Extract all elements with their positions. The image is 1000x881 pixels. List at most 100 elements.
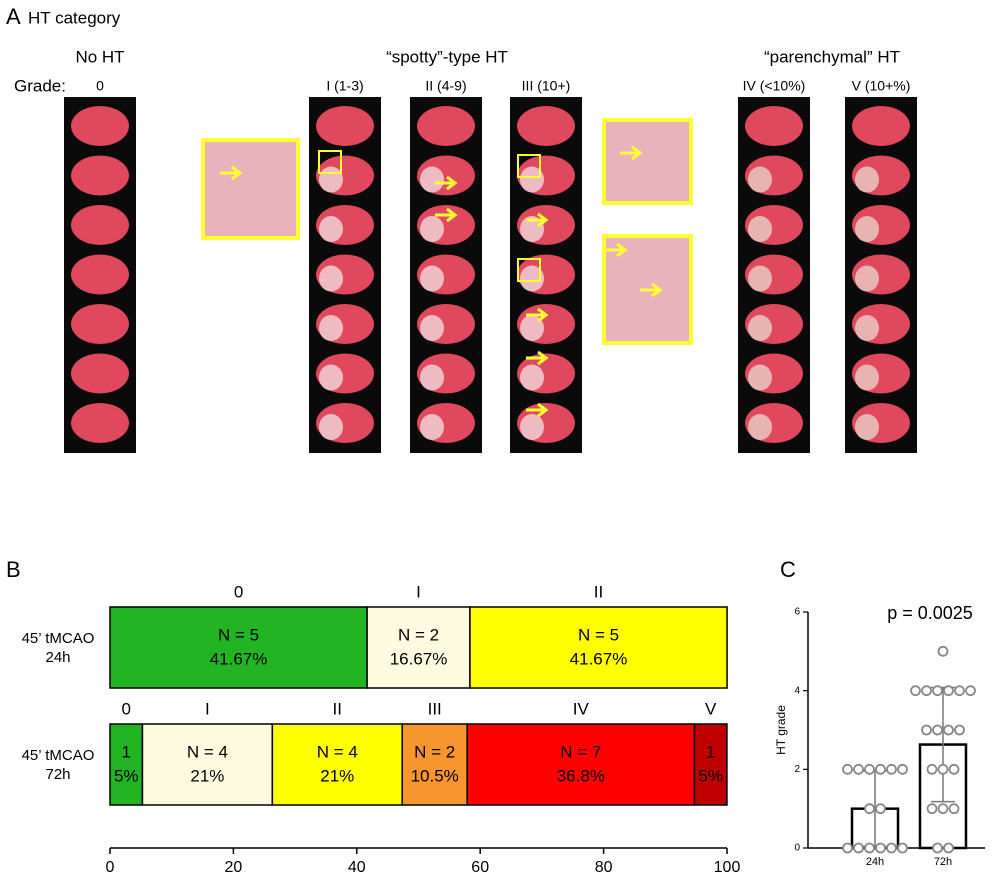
lesion (520, 166, 544, 193)
data-point (897, 842, 908, 854)
segment-grade: II (594, 582, 603, 601)
segment-grade: II (333, 699, 342, 718)
arrow (640, 282, 663, 298)
value-label: 10.5% (411, 766, 459, 785)
row-label: 45’ tMCAO 72h (21, 747, 95, 783)
x-tick-label: 100 (714, 859, 741, 876)
bar-segment (271, 723, 403, 806)
brain-slice (517, 106, 575, 146)
brain-slice (71, 155, 129, 196)
lesion (855, 216, 879, 242)
lesion (855, 414, 879, 440)
value-label: 21% (320, 766, 354, 785)
data-point (864, 842, 875, 854)
bar-segment (469, 606, 728, 689)
segment-count: N = 2 (414, 742, 455, 761)
data-point (910, 685, 921, 697)
brain-slice (417, 106, 475, 146)
bar-segment (366, 606, 471, 689)
data-point (948, 763, 960, 775)
grade-heading: V (10+%) (852, 78, 911, 94)
arrow (526, 307, 549, 323)
lesion (420, 265, 444, 292)
brain-slice (71, 403, 129, 443)
y-tick-label: 0 (794, 843, 800, 854)
value-label: 21% (190, 766, 224, 785)
bar-segment (109, 723, 144, 806)
annotation: p = 0.0025 (887, 603, 973, 623)
data-point (954, 685, 965, 697)
lesion (319, 216, 343, 242)
data-point (943, 685, 954, 697)
data-point (886, 763, 897, 775)
bar-segment (141, 723, 274, 806)
zoom-box (517, 258, 541, 282)
data-point (864, 763, 875, 775)
arrow (526, 350, 549, 366)
segment-count: 1 (121, 742, 130, 761)
segment-grade: 0 (234, 582, 243, 601)
lesion (319, 315, 343, 341)
data-point (948, 803, 960, 815)
grade-heading: II (4-9) (425, 78, 466, 94)
value-label: 41.67% (570, 649, 628, 668)
segment-count: N = 7 (560, 742, 601, 761)
value-label: 16.67% (390, 649, 448, 668)
lesion (855, 364, 879, 391)
x-tick-label: 72h (934, 856, 952, 868)
brain-slice (745, 106, 803, 146)
panel-label: B (6, 557, 21, 582)
y-tick-label: 4 (794, 685, 800, 696)
group-title: “spotty”-type HT (386, 47, 508, 66)
data-point (897, 763, 908, 775)
lesion (520, 216, 544, 242)
grade-heading: III (10+) (522, 78, 571, 94)
y-axis-label: HT grade (774, 705, 788, 755)
brain-slice (316, 106, 374, 146)
data-point (965, 685, 976, 697)
lesion (520, 315, 544, 341)
data-point (921, 685, 932, 697)
lesion (855, 166, 879, 193)
arrow (605, 242, 628, 258)
lesion (319, 265, 343, 292)
panel-title: HT category (28, 8, 121, 27)
lesion (420, 166, 444, 193)
data-point (842, 763, 853, 775)
brain-slice (71, 205, 129, 245)
segment-grade: IV (573, 699, 590, 718)
zoom-inset (602, 118, 693, 205)
group-title: No HT (75, 47, 124, 66)
panel-label: C (780, 557, 796, 582)
data-point (937, 763, 949, 775)
data-point (853, 763, 864, 775)
segment-count: N = 4 (187, 742, 228, 761)
data-point (943, 724, 954, 736)
data-point (932, 724, 943, 736)
x-tick-label: 24h (866, 856, 884, 868)
zoom-inset (201, 138, 300, 240)
arrow (220, 165, 243, 181)
brain-slice (852, 106, 910, 146)
x-tick-label: 60 (471, 859, 489, 876)
segment-grade: V (705, 699, 717, 718)
lesion (748, 414, 772, 440)
lesion (855, 265, 879, 292)
row-label: 45’ tMCAO 24h (21, 630, 95, 666)
arrow (435, 207, 458, 223)
x-tick-label: 80 (595, 859, 613, 876)
zoom-box (318, 150, 342, 174)
segment-grade: I (416, 582, 421, 601)
value-label: 5% (698, 766, 723, 785)
zoom-box (517, 154, 541, 178)
data-point (926, 763, 938, 775)
data-point (921, 724, 932, 736)
bar-segment (466, 723, 696, 806)
grade-heading: I (1-3) (326, 78, 363, 94)
y-tick-label: 2 (794, 764, 800, 775)
data-point (875, 803, 886, 815)
lesion (420, 414, 444, 440)
grade-label: Grade: (14, 76, 66, 95)
